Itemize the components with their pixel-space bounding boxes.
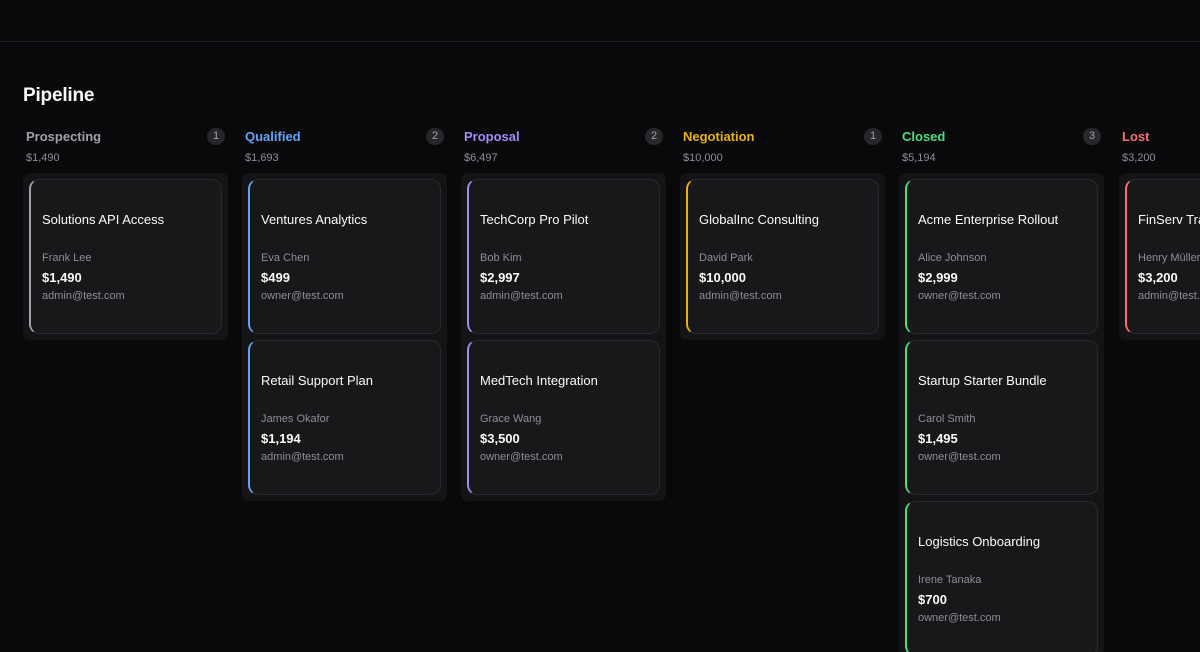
deal-owner: admin@test.com: [261, 451, 344, 463]
deal-card[interactable]: Solutions API Access Frank Lee $1,490 ad…: [29, 179, 222, 334]
deal-contact: James Okafor: [261, 413, 330, 425]
deal-contact: Grace Wang: [480, 413, 542, 425]
deal-value: $3,500: [480, 431, 520, 446]
deal-title: TechCorp Pro Pilot: [480, 212, 589, 227]
deal-title: GlobalInc Consulting: [699, 212, 819, 227]
pipeline-board: Prospecting 1 $1,490 Solutions API Acces…: [23, 128, 1200, 652]
column-total: $1,693: [245, 152, 279, 164]
column-header: Qualified 2: [242, 128, 447, 145]
deal-value: $2,997: [480, 270, 520, 285]
deal-owner: owner@test.com: [918, 612, 1001, 624]
deal-value: $1,495: [918, 431, 958, 446]
column-count-badge: 1: [207, 128, 225, 145]
deal-contact: Carol Smith: [918, 413, 976, 425]
column-total: $6,497: [464, 152, 498, 164]
column-header: Lost: [1119, 128, 1200, 145]
column-name: Prospecting: [26, 129, 102, 144]
column-drop-zone[interactable]: FinServ Tra Henry Müller $3,200 admin@te…: [1119, 173, 1200, 340]
deal-contact: Bob Kim: [480, 252, 522, 264]
top-bar: [0, 0, 1200, 42]
deal-owner: owner@test.com: [480, 451, 563, 463]
deal-card[interactable]: Ventures Analytics Eva Chen $499 owner@t…: [248, 179, 441, 334]
column-name: Closed: [902, 129, 946, 144]
deal-title: Logistics Onboarding: [918, 534, 1041, 549]
column-header: Proposal 2: [461, 128, 666, 145]
deal-card[interactable]: Retail Support Plan James Okafor $1,194 …: [248, 340, 441, 495]
deal-title: MedTech Integration: [480, 373, 598, 388]
column-drop-zone[interactable]: TechCorp Pro Pilot Bob Kim $2,997 admin@…: [461, 173, 666, 501]
deal-value: $2,999: [918, 270, 958, 285]
column-name: Qualified: [245, 129, 301, 144]
deal-owner: admin@test.com: [480, 290, 563, 302]
deal-contact: David Park: [699, 252, 753, 264]
deal-contact: Eva Chen: [261, 252, 310, 264]
deal-card[interactable]: TechCorp Pro Pilot Bob Kim $2,997 admin@…: [467, 179, 660, 334]
column-header: Closed 3: [899, 128, 1104, 145]
column-drop-zone[interactable]: GlobalInc Consulting David Park $10,000 …: [680, 173, 885, 340]
deal-title: Retail Support Plan: [261, 373, 374, 388]
deal-contact: Irene Tanaka: [918, 574, 982, 586]
deal-title: Ventures Analytics: [261, 212, 368, 227]
column-total: $1,490: [26, 152, 60, 164]
deal-value: $1,490: [42, 270, 82, 285]
deal-title: Acme Enterprise Rollout: [918, 212, 1059, 227]
deal-contact: Henry Müller: [1138, 252, 1200, 264]
column-closed: Closed 3 $5,194 Acme Enterprise Rollout …: [899, 128, 1104, 652]
deal-card[interactable]: Logistics Onboarding Irene Tanaka $700 o…: [905, 501, 1098, 652]
deal-card[interactable]: GlobalInc Consulting David Park $10,000 …: [686, 179, 879, 334]
deal-card[interactable]: FinServ Tra Henry Müller $3,200 admin@te…: [1125, 179, 1200, 334]
column-name: Negotiation: [683, 129, 755, 144]
deal-card[interactable]: Acme Enterprise Rollout Alice Johnson $2…: [905, 179, 1098, 334]
column-name: Lost: [1122, 129, 1150, 144]
deal-owner: admin@test.com: [699, 290, 782, 302]
deal-title: Startup Starter Bundle: [918, 373, 1047, 388]
column-negotiation: Negotiation 1 $10,000 GlobalInc Consulti…: [680, 128, 885, 340]
column-total: $3,200: [1122, 152, 1156, 164]
column-name: Proposal: [464, 129, 520, 144]
column-proposal: Proposal 2 $6,497 TechCorp Pro Pilot Bob…: [461, 128, 666, 501]
column-drop-zone[interactable]: Ventures Analytics Eva Chen $499 owner@t…: [242, 173, 447, 501]
column-total: $5,194: [902, 152, 936, 164]
deal-owner: admin@test.com: [42, 290, 125, 302]
deal-title: Solutions API Access: [42, 212, 165, 227]
column-drop-zone[interactable]: Acme Enterprise Rollout Alice Johnson $2…: [899, 173, 1104, 652]
column-drop-zone[interactable]: Solutions API Access Frank Lee $1,490 ad…: [23, 173, 228, 340]
page-title: Pipeline: [23, 85, 95, 106]
deal-value: $700: [918, 592, 947, 607]
deal-owner: owner@test.com: [918, 451, 1001, 463]
deal-owner: admin@test.c: [1138, 290, 1200, 302]
column-count-badge: 2: [426, 128, 444, 145]
column-total: $10,000: [683, 152, 723, 164]
deal-owner: owner@test.com: [261, 290, 344, 302]
deal-card[interactable]: Startup Starter Bundle Carol Smith $1,49…: [905, 340, 1098, 495]
deal-owner: owner@test.com: [918, 290, 1001, 302]
column-count-badge: 1: [864, 128, 882, 145]
deal-card[interactable]: MedTech Integration Grace Wang $3,500 ow…: [467, 340, 660, 495]
column-qualified: Qualified 2 $1,693 Ventures Analytics Ev…: [242, 128, 447, 501]
deal-value: $3,200: [1138, 270, 1178, 285]
column-count-badge: 3: [1083, 128, 1101, 145]
deal-contact: Frank Lee: [42, 252, 92, 264]
column-header: Prospecting 1: [23, 128, 228, 145]
column-header: Negotiation 1: [680, 128, 885, 145]
deal-value: $10,000: [699, 270, 746, 285]
deal-value: $1,194: [261, 431, 301, 446]
column-lost: Lost $3,200 FinServ Tra Henry Müller $3,…: [1119, 128, 1200, 340]
deal-contact: Alice Johnson: [918, 252, 987, 264]
deal-title: FinServ Tra: [1138, 212, 1200, 227]
column-count-badge: 2: [645, 128, 663, 145]
deal-value: $499: [261, 270, 290, 285]
column-prospecting: Prospecting 1 $1,490 Solutions API Acces…: [23, 128, 228, 340]
